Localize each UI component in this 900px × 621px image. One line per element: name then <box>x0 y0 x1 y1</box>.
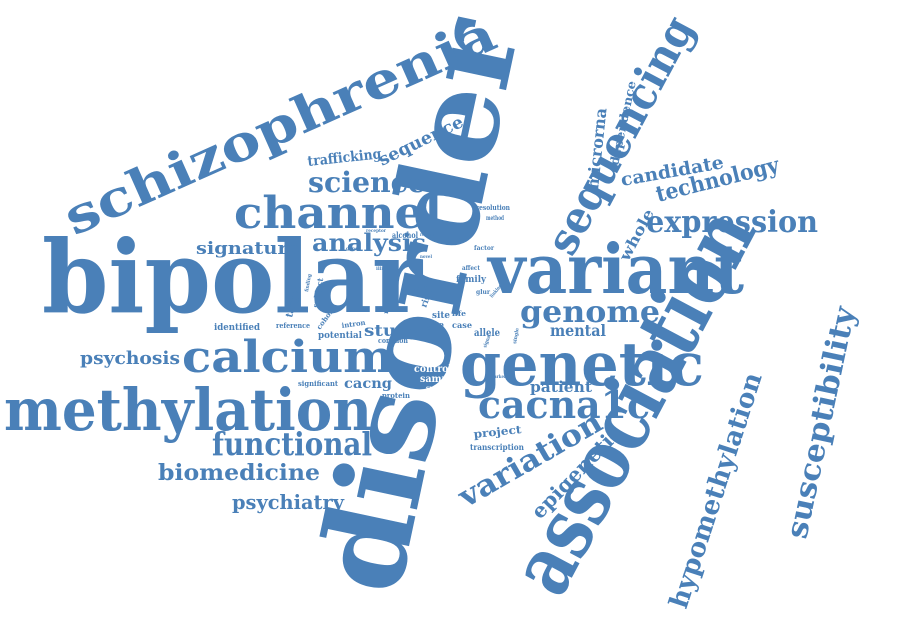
word-protein: protein <box>382 391 410 400</box>
word-channel: channel <box>234 188 442 239</box>
word-mental: mental <box>550 321 606 340</box>
word-control: control <box>414 364 452 375</box>
word-potential: potential <box>318 331 363 341</box>
word-biomedicine: biomedicine <box>158 460 320 486</box>
word-psychiatry: psychiatry <box>232 490 345 514</box>
word-common: common <box>378 336 408 345</box>
word-glur: glur <box>476 289 491 296</box>
word-study: study <box>364 321 421 340</box>
word-binding: binding <box>434 234 462 244</box>
word-calcium: calcium <box>182 332 394 383</box>
word-receptor: receptor <box>366 228 386 234</box>
word-surface: surface <box>426 385 450 392</box>
word-science: science <box>308 166 426 199</box>
word-bipolar: bipolar <box>42 218 423 336</box>
word-variant: variant <box>486 230 744 310</box>
word-patient: patient <box>530 378 592 396</box>
word-type: type <box>424 321 444 331</box>
word-reference: reference <box>276 321 310 330</box>
word-signature: signature <box>196 239 300 259</box>
word-alcohol: alcohol <box>392 230 418 240</box>
word-life: life <box>452 309 467 318</box>
word-methylation: methylation <box>4 376 372 444</box>
word-intron: intron <box>341 318 366 330</box>
word-genetic: genetic <box>460 330 704 400</box>
word-case: case <box>452 320 472 330</box>
word-illness: illness <box>376 266 394 272</box>
word-kozak: kozak <box>414 355 436 364</box>
word-novel: novel <box>420 254 432 260</box>
word-significant: significant <box>298 379 339 388</box>
word-finding: finding <box>304 273 313 292</box>
word-project: project <box>473 423 523 441</box>
word-trafficking: trafficking <box>307 146 382 170</box>
word-related: related <box>381 285 392 314</box>
word-gene: gene <box>346 246 358 252</box>
word-allele: allele <box>474 328 500 339</box>
word-functional: functional <box>212 425 372 463</box>
word-susceptibility: susceptibility <box>780 302 864 542</box>
word-single: single <box>512 328 521 345</box>
word-family: family <box>456 275 487 285</box>
word-signal: signal <box>482 333 492 348</box>
word-genome: genome <box>520 295 660 330</box>
word-sample: sample <box>420 374 458 385</box>
word-region: region <box>420 232 434 238</box>
word-factor: factor <box>474 245 495 252</box>
word-analysis: analysis <box>312 228 426 257</box>
word-cacng: cacng <box>344 376 392 392</box>
word-data: data <box>412 282 428 292</box>
word-transcription: transcription <box>470 442 524 452</box>
word-cloud-words: disorder bipolar association schizophren… <box>4 4 863 613</box>
word-affect: affect <box>462 265 480 272</box>
word-cacna1c: cacna1c <box>478 382 650 427</box>
word-method: method <box>486 215 505 222</box>
word-expression: expression <box>646 205 818 240</box>
word-identified: identified <box>214 323 261 333</box>
word-marker: marker <box>490 374 506 380</box>
word-site: site <box>432 311 450 321</box>
word-psychosis: psychosis <box>80 348 180 369</box>
word-resolution: resolution <box>476 203 510 212</box>
